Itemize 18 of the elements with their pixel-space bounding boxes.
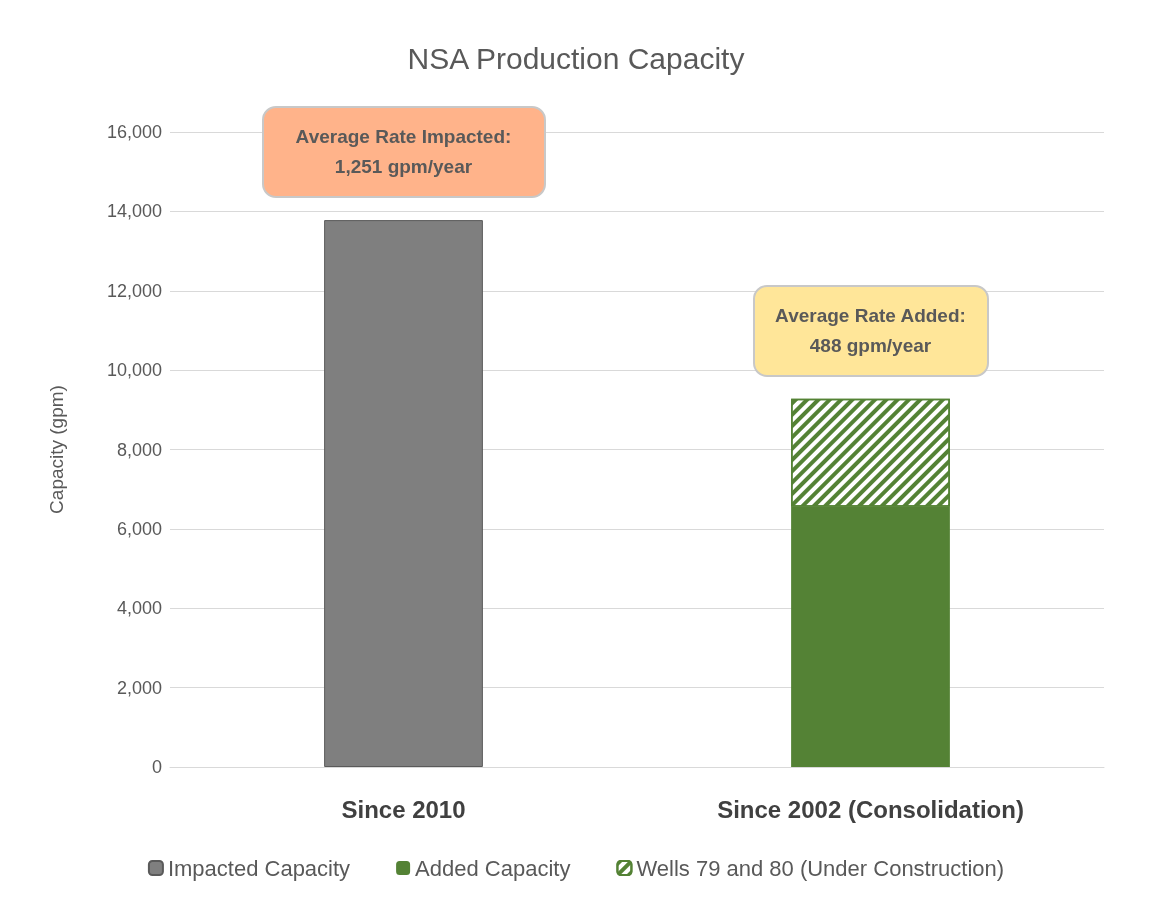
y-tick-label: 12,000 [106, 280, 162, 301]
y-tick-label: 4,000 [116, 598, 162, 619]
callout-box: Average Rate Impacted: 1,251 gpm/year [261, 106, 546, 199]
legend-label: Wells 79 and 80 (Under Construction) [636, 855, 1005, 881]
y-axis-title: Capacity (gpm) [46, 385, 67, 514]
x-tick-label: Since 2010 [341, 795, 466, 823]
legend-label: Added Capacity [415, 855, 571, 881]
y-tick-label: 8,000 [116, 439, 162, 460]
chart-title: NSA Production Capacity [407, 41, 745, 75]
y-tick-label: 2,000 [116, 677, 162, 698]
y-tick-label: 14,000 [106, 201, 162, 222]
y-tick-label: 16,000 [106, 122, 162, 142]
legend-label: Impacted Capacity [167, 855, 351, 881]
y-tick-label: 6,000 [116, 518, 162, 539]
y-tick-label: 0 [151, 757, 162, 777]
x-tick-label: Since 2002 (Consolidation) [717, 795, 1024, 823]
y-tick-label: 10,000 [106, 360, 162, 381]
callout-box: Average Rate Added: 488 gpm/year [752, 284, 989, 377]
